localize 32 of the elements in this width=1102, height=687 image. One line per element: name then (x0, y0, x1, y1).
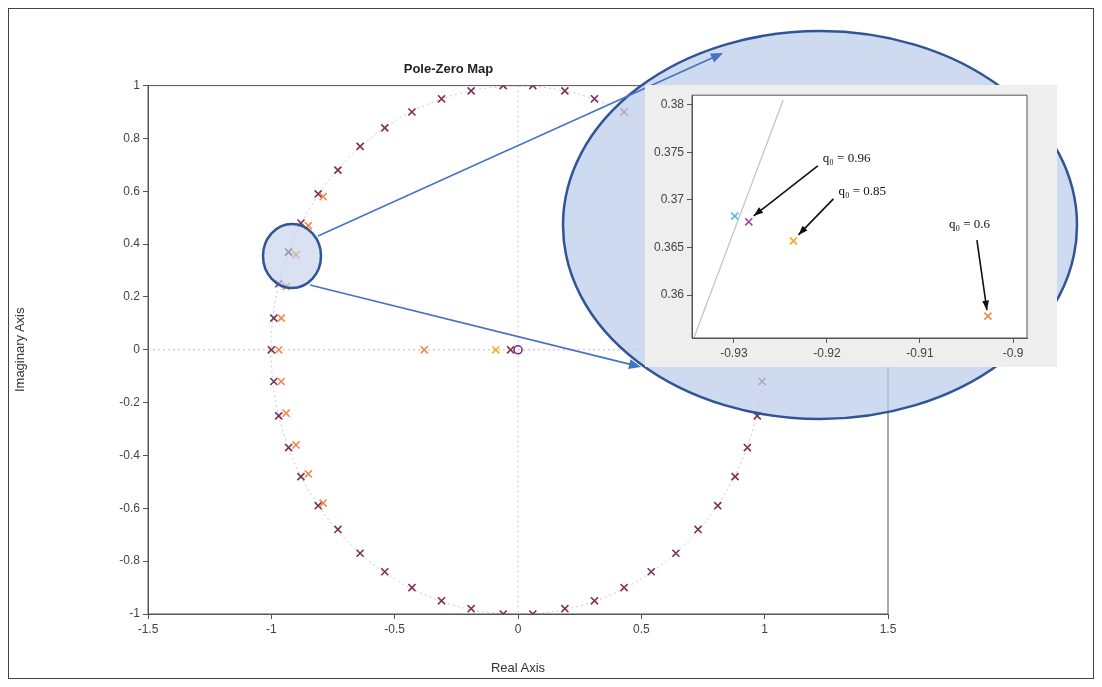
y-tick-label: 0.4 (123, 236, 141, 251)
y-tick-label: -0.6 (119, 500, 141, 515)
x-tick-label: -0.9 (1002, 345, 1024, 360)
y-tick-label: -1 (129, 606, 141, 621)
y-tick-label: -0.8 (119, 553, 141, 568)
y-axis-title: Imaginary Axis (12, 307, 28, 393)
y-tick-label: 0.6 (123, 183, 141, 198)
x-tick-label: 1.5 (879, 621, 897, 636)
x-tick-label: -0.5 (384, 621, 406, 636)
y-tick-label: 0.38 (660, 97, 685, 112)
y-tick-label: 1 (133, 77, 141, 92)
x-tick-label: 0 (514, 621, 522, 636)
annotation: q₀ = 0.6 (948, 216, 991, 232)
x-axis-title: Real Axis (490, 659, 546, 675)
x-tick-label: 1 (761, 621, 769, 636)
x-tick-label: -0.93 (720, 345, 748, 360)
y-tick-label: -0.4 (119, 447, 141, 462)
y-tick-label: 0.2 (123, 289, 141, 304)
annotation: q₀ = 0.85 (838, 182, 887, 198)
x-tick-label: -0.91 (906, 345, 934, 360)
y-tick-label: 0.375 (653, 144, 685, 159)
x-tick-label: 0.5 (632, 621, 650, 636)
chart-title: Pole-Zero Map (403, 61, 494, 77)
x-tick-label: -0.92 (813, 345, 841, 360)
x-tick-label: -1.5 (137, 621, 159, 636)
y-tick-label: -0.2 (119, 394, 141, 409)
y-tick-label: 0.8 (123, 130, 141, 145)
y-tick-label: 0.36 (660, 287, 685, 302)
y-tick-label: 0.365 (653, 239, 685, 254)
y-tick-label: 0.37 (660, 192, 685, 207)
annotation: q₀ = 0.96 (822, 149, 871, 165)
x-tick-label: -1 (266, 621, 277, 636)
